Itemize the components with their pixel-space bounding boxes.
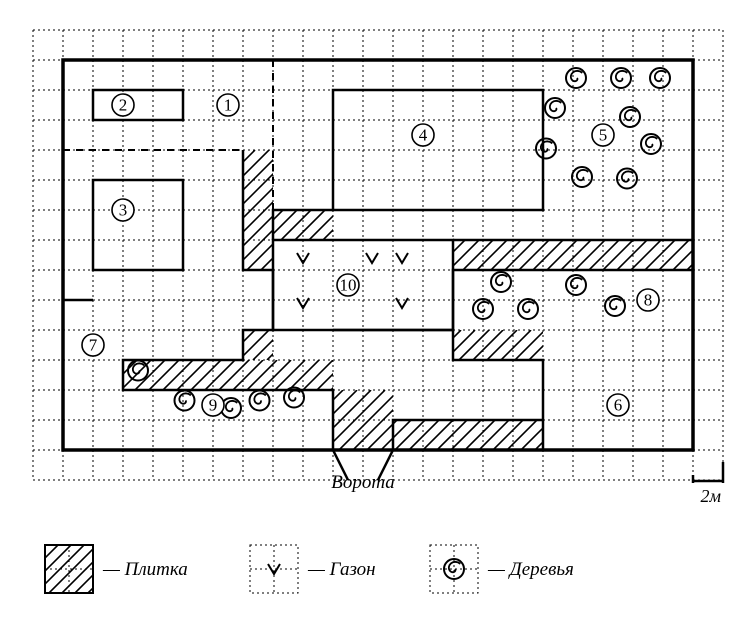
tile-outline-6 <box>393 420 543 450</box>
legend-label-tile: — Плитка <box>102 559 188 580</box>
zone-label-2-text: 2 <box>119 96 128 115</box>
zone-label-8-text: 8 <box>644 291 653 310</box>
zone-label-4-text: 4 <box>419 126 428 145</box>
zone-2-rect <box>93 90 183 120</box>
zone-label-5-text: 5 <box>599 126 608 145</box>
legend: — Плитка — Газон — Деревья <box>15 545 574 593</box>
zone-labels: 1 2 3 4 5 6 7 8 9 10 <box>82 94 659 416</box>
legend-label-tree: — Деревья <box>487 559 574 580</box>
zone-label-7-text: 7 <box>89 336 98 355</box>
zone-label-10-text: 10 <box>340 276 357 295</box>
zone-label-9-text: 9 <box>209 396 218 415</box>
legend-label-lawn: — Газон <box>307 559 376 580</box>
scale-label: 2м <box>701 486 722 506</box>
zone-label-1-text: 1 <box>224 96 233 115</box>
zone-label-3-text: 3 <box>119 201 128 220</box>
zone-3-rect <box>93 180 183 270</box>
gate-label: Ворота <box>331 472 395 493</box>
zone-label-6-text: 6 <box>614 396 623 415</box>
site-boundary <box>63 60 693 450</box>
